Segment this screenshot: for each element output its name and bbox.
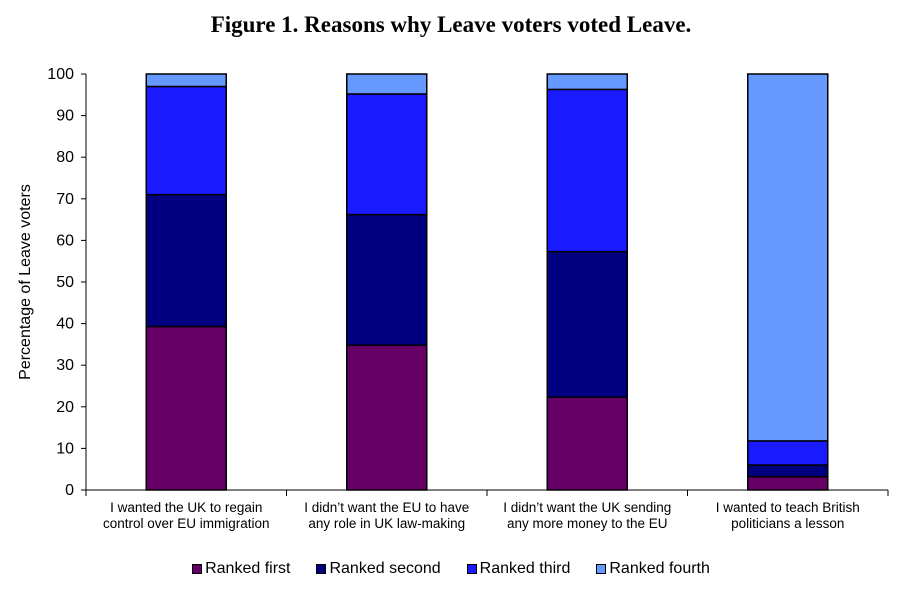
chart-title: Figure 1. Reasons why Leave voters voted…	[0, 12, 902, 38]
bar-segment-ranked-second	[747, 464, 829, 478]
y-tick-label: 40	[56, 316, 74, 333]
legend-label: Ranked fourth	[609, 560, 710, 577]
x-category-label-line: I wanted to teach British	[715, 500, 860, 515]
legend-swatch	[466, 564, 477, 574]
bar-segment-ranked-second	[145, 193, 227, 328]
legend-item: Ranked third	[466, 560, 571, 578]
legend-item: Ranked first	[192, 560, 290, 578]
bar-segment-ranked-fourth	[546, 73, 628, 91]
title-text: Reasons why Leave voters voted Leave.	[304, 12, 692, 37]
legend: Ranked first Ranked second Ranked third Ran…	[0, 560, 902, 578]
bar-segment-ranked-first	[346, 344, 428, 491]
y-tick-label: 50	[56, 274, 74, 291]
bar-segment-ranked-third	[747, 440, 829, 466]
x-category-label-line: I wanted the UK to regain	[110, 500, 263, 515]
y-tick-label: 30	[56, 357, 74, 374]
legend-swatch	[316, 564, 327, 574]
x-category-label-line: I didn’t want the EU to have	[304, 500, 470, 515]
bar-segment-ranked-third	[145, 85, 227, 196]
bar-segment-ranked-fourth	[346, 73, 428, 95]
x-category-label-line: any more money to the EU	[506, 516, 668, 531]
bar-segment-ranked-fourth	[145, 73, 227, 88]
bar-segment-ranked-first	[747, 475, 829, 491]
bar-segment-ranked-third	[346, 93, 428, 216]
legend-label: Ranked second	[329, 560, 441, 577]
bar-segment-ranked-second	[346, 213, 428, 346]
y-tick-label: 90	[56, 108, 74, 125]
bar-segment-ranked-first	[546, 396, 628, 491]
x-category-label: I didn’t want the UK sending any more mon…	[487, 500, 687, 532]
bar-segment-ranked-first	[145, 325, 227, 491]
x-category-label: I didn’t want the EU to have any role in …	[287, 500, 487, 532]
figure-number: Figure 1.	[210, 12, 299, 37]
legend-label: Ranked third	[479, 560, 571, 577]
bar-segment-ranked-second	[546, 250, 628, 398]
legend-item: Ranked fourth	[596, 560, 710, 578]
legend-item: Ranked second	[316, 560, 441, 578]
x-category-label-line: I didn’t want the UK sending	[503, 500, 672, 515]
y-tick-label: 80	[56, 149, 74, 166]
legend-swatch	[192, 564, 203, 574]
y-tick-label: 70	[56, 191, 74, 208]
x-category-label-line: control over EU immigration	[102, 516, 270, 531]
legend-label: Ranked first	[205, 560, 291, 577]
y-tick-label: 10	[56, 440, 74, 457]
y-tick-label: 0	[65, 482, 74, 499]
bar-segment-ranked-third	[546, 88, 628, 253]
legend-swatch	[596, 564, 607, 574]
y-tick-label: 60	[56, 232, 74, 249]
x-category-label-line: politicians a lesson	[731, 516, 845, 531]
y-tick-label: 100	[47, 66, 74, 83]
x-category-label-line: any role in UK law-making	[308, 516, 466, 531]
x-category-label: I wanted the UK to regain control over EU…	[86, 500, 286, 532]
y-tick-label: 20	[56, 399, 74, 416]
bar-segment-ranked-fourth	[747, 73, 829, 442]
x-category-label: I wanted to teach British politicians a l…	[688, 500, 888, 532]
